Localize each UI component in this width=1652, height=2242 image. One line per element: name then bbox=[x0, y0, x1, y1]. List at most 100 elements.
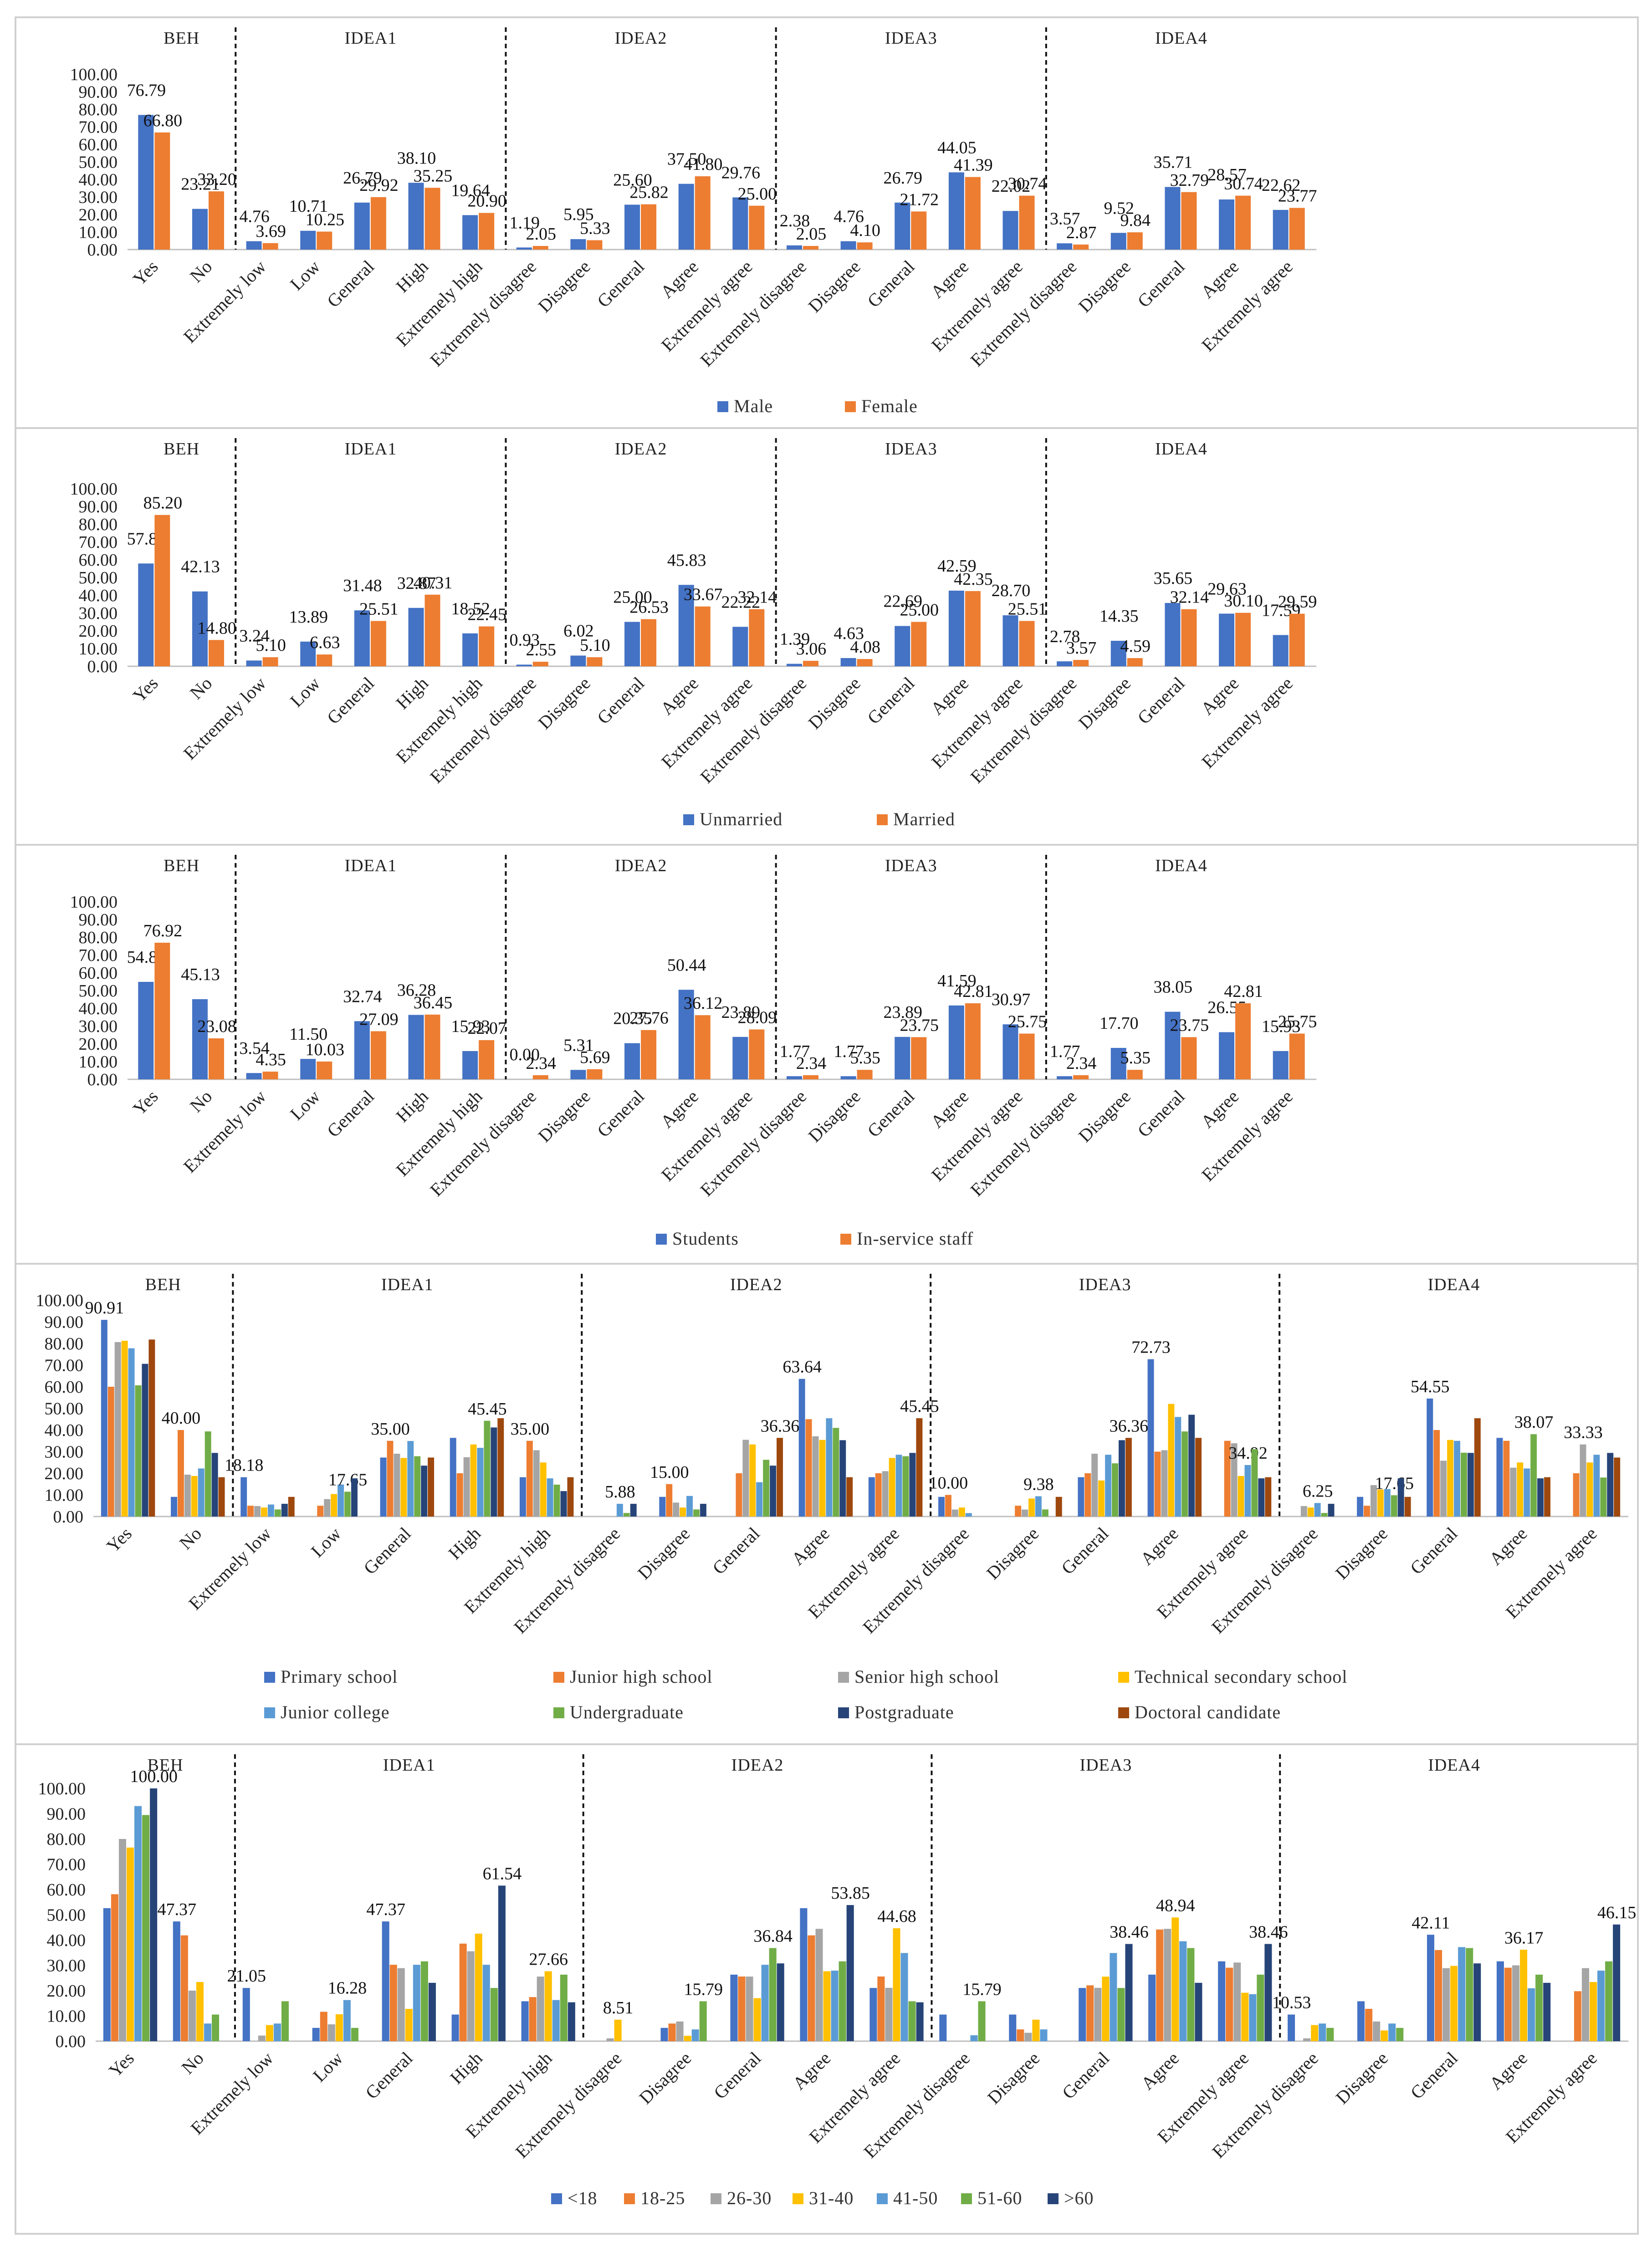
bar-female bbox=[208, 191, 224, 250]
bar-technical-secondary-school bbox=[540, 1462, 547, 1517]
bar-31-40 bbox=[335, 2014, 343, 2041]
data-label: 76.79 bbox=[127, 81, 166, 100]
data-label: 17.70 bbox=[1100, 1014, 1139, 1033]
group-label: IDEA1 bbox=[344, 29, 397, 48]
data-label: 42.59 bbox=[937, 557, 977, 576]
bar--18 bbox=[1427, 1935, 1435, 2041]
data-label: 5.10 bbox=[256, 636, 286, 655]
bar-junior-college bbox=[128, 1348, 135, 1517]
bar-31-40 bbox=[266, 2025, 273, 2041]
data-label: 29.59 bbox=[1278, 592, 1317, 612]
bar--60 bbox=[777, 1963, 784, 2041]
bar-in-service-staff bbox=[641, 1030, 657, 1079]
data-label: 27.76 bbox=[629, 1009, 669, 1028]
y-tick-label: 10.00 bbox=[79, 1052, 118, 1072]
bar-female bbox=[154, 132, 170, 250]
bar-51-60 bbox=[1396, 2028, 1404, 2041]
bar-18-25 bbox=[808, 1935, 815, 2041]
bar-41-50 bbox=[1179, 1941, 1187, 2041]
bar--18 bbox=[660, 2028, 668, 2041]
bar-married bbox=[749, 609, 765, 666]
bar-students bbox=[1110, 1047, 1126, 1079]
data-label: 22.07 bbox=[467, 1019, 506, 1038]
bar-students bbox=[246, 1073, 262, 1079]
bar-senior-high-school bbox=[184, 1475, 191, 1517]
legend-label: 41-50 bbox=[893, 2188, 938, 2208]
bar-unmarried bbox=[354, 610, 370, 666]
data-label: 38.10 bbox=[397, 148, 436, 168]
bar-female bbox=[479, 213, 495, 250]
data-label: 32.14 bbox=[738, 588, 777, 607]
data-label: 48.94 bbox=[1156, 1896, 1195, 1915]
data-label: 8.51 bbox=[603, 1998, 634, 2017]
bar-26-30 bbox=[676, 2021, 684, 2041]
y-tick-label: 30.00 bbox=[79, 188, 118, 207]
bar-students bbox=[678, 990, 694, 1079]
bar-students bbox=[624, 1043, 640, 1079]
bar-junior-college bbox=[1593, 1455, 1600, 1517]
bar-26-30 bbox=[397, 1968, 405, 2041]
bar-technical-secondary-school bbox=[1307, 1507, 1314, 1517]
data-label: 15.79 bbox=[962, 1980, 1002, 1999]
bar-junior-college bbox=[1524, 1468, 1530, 1517]
bar-technical-secondary-school bbox=[400, 1458, 407, 1517]
bar-in-service-staff bbox=[262, 1072, 278, 1079]
y-tick-label: 40.00 bbox=[47, 1931, 86, 1950]
bar-male bbox=[732, 197, 748, 250]
bar-male bbox=[948, 172, 964, 250]
bar--18 bbox=[1496, 1961, 1504, 2041]
bar-male bbox=[895, 202, 910, 250]
bar-doctoral-candidate bbox=[288, 1496, 295, 1517]
bar-51-60 bbox=[1257, 1974, 1264, 2041]
data-label: 30.10 bbox=[1224, 592, 1263, 611]
bar-primary-school bbox=[798, 1379, 805, 1517]
legend-swatch bbox=[656, 1234, 667, 1245]
bar-31-40 bbox=[684, 2036, 691, 2041]
bar-doctoral-candidate bbox=[1614, 1457, 1621, 1517]
data-label: 4.10 bbox=[850, 221, 880, 240]
bar-unmarried bbox=[786, 664, 802, 666]
bar-junior-high-school bbox=[247, 1506, 254, 1517]
bar-unmarried bbox=[624, 622, 640, 666]
legend-label: Doctoral candidate bbox=[1135, 1702, 1281, 1722]
legend-label: Junior college bbox=[281, 1702, 390, 1722]
bar-primary-school bbox=[1427, 1398, 1433, 1517]
data-label: 54.55 bbox=[1411, 1377, 1450, 1396]
bar-married bbox=[425, 594, 440, 666]
y-tick-label: 80.00 bbox=[45, 1334, 84, 1353]
bar-postgraduate bbox=[1328, 1504, 1335, 1517]
data-label: 45.45 bbox=[900, 1397, 939, 1416]
legend-label: 31-40 bbox=[809, 2188, 854, 2208]
bar-technical-secondary-school bbox=[889, 1458, 895, 1517]
bar-students bbox=[1165, 1011, 1181, 1079]
data-label: 3.69 bbox=[256, 222, 286, 241]
data-label: 25.00 bbox=[900, 601, 939, 620]
bar-in-service-staff bbox=[695, 1015, 711, 1079]
bar-undergraduate bbox=[1321, 1513, 1328, 1517]
legend-swatch bbox=[838, 1707, 849, 1718]
y-tick-label: 0.00 bbox=[87, 657, 118, 676]
data-label: 18.52 bbox=[451, 599, 490, 618]
y-tick-label: 80.00 bbox=[47, 1830, 86, 1849]
bar-male bbox=[138, 115, 154, 250]
bar-primary-school bbox=[380, 1457, 387, 1517]
y-tick-label: 40.00 bbox=[79, 586, 118, 605]
bar-51-60 bbox=[1117, 1988, 1125, 2041]
bar-technical-secondary-school bbox=[331, 1494, 338, 1517]
bar-18-25 bbox=[180, 1935, 188, 2041]
group-label: IDEA4 bbox=[1155, 439, 1207, 459]
bar-51-60 bbox=[1326, 2028, 1334, 2041]
bar--18 bbox=[451, 2014, 459, 2041]
data-label: 61.54 bbox=[483, 1864, 522, 1883]
y-tick-label: 10.00 bbox=[79, 223, 118, 242]
bar--18 bbox=[1357, 2001, 1365, 2041]
legend-swatch bbox=[877, 814, 888, 825]
bar--60 bbox=[1125, 1944, 1133, 2041]
bar--60 bbox=[1613, 1924, 1621, 2041]
bar-male bbox=[1273, 209, 1289, 250]
bar-41-50 bbox=[970, 2035, 978, 2041]
bar-18-25 bbox=[529, 1997, 537, 2041]
bar--18 bbox=[103, 1908, 111, 2041]
data-label: 47.37 bbox=[366, 1900, 405, 1919]
bar-undergraduate bbox=[693, 1509, 700, 1517]
